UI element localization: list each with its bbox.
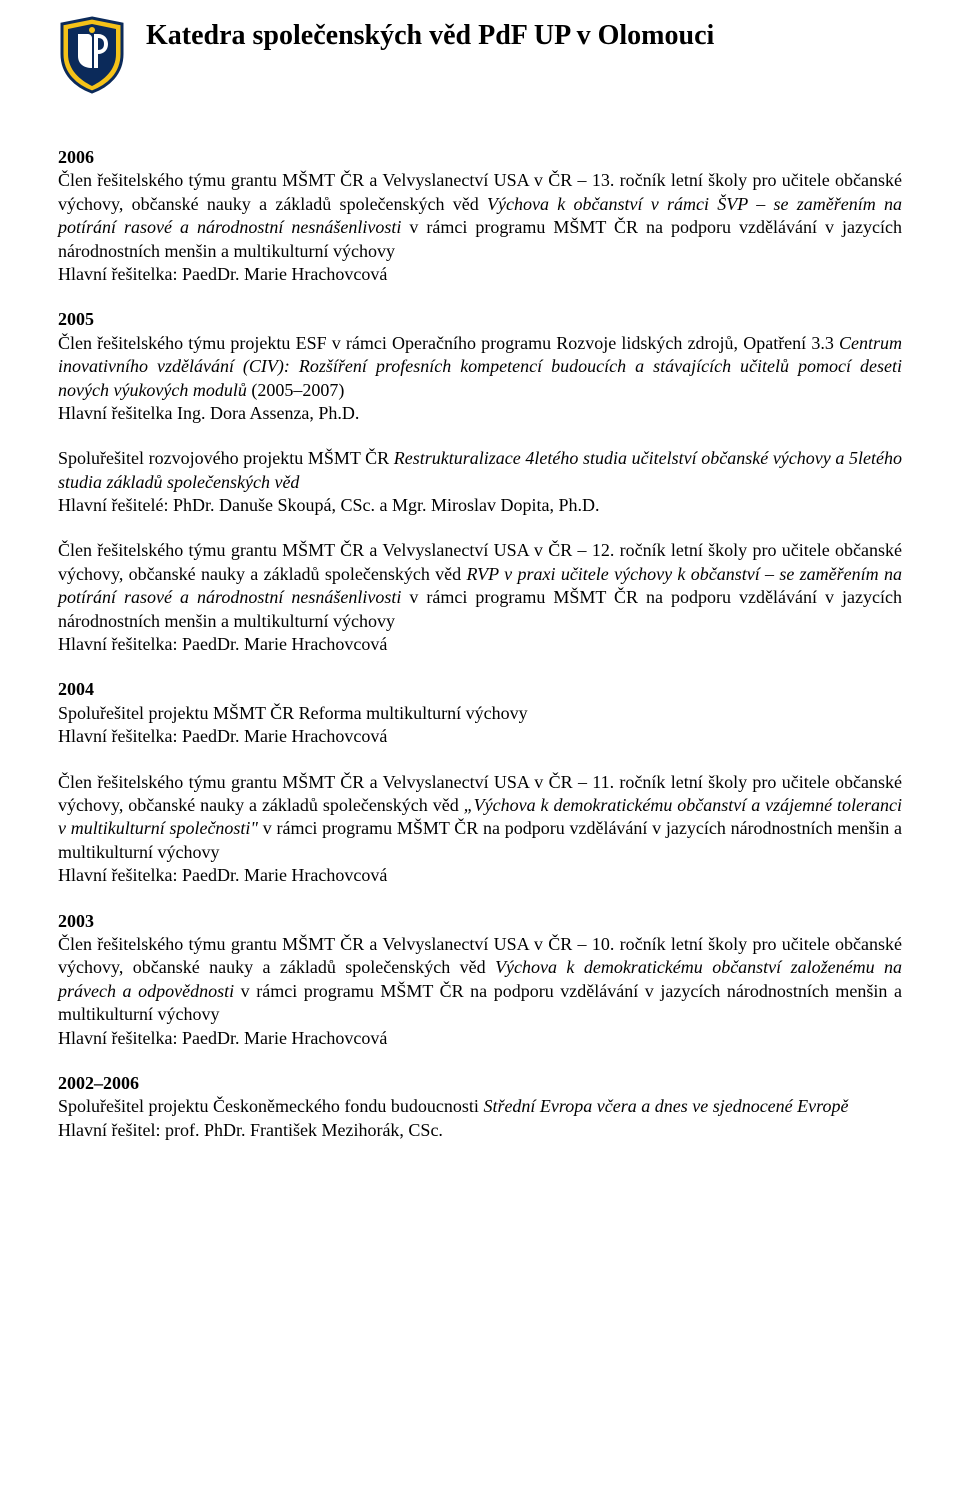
section: 2003Člen řešitelského týmu grantu MŠMT Č… [58, 910, 902, 1050]
text-run: Spoluřešitel rozvojového projektu MŠMT Č… [58, 448, 394, 468]
paragraph: Člen řešitelského týmu grantu MŠMT ČR a … [58, 169, 902, 263]
section: Člen řešitelského týmu grantu MŠMT ČR a … [58, 539, 902, 656]
section-year: 2004 [58, 678, 902, 701]
section: Spoluřešitel rozvojového projektu MŠMT Č… [58, 447, 902, 517]
text-run: Hlavní řešitelé: PhDr. Danuše Skoupá, CS… [58, 495, 599, 515]
text-run: Hlavní řešitelka Ing. Dora Assenza, Ph.D… [58, 403, 359, 423]
section: 2004Spoluřešitel projektu MŠMT ČR Reform… [58, 678, 902, 748]
document-body: 2006Člen řešitelského týmu grantu MŠMT Č… [58, 146, 902, 1142]
text-run: Hlavní řešitelka: PaedDr. Marie Hrachovc… [58, 1028, 387, 1048]
paragraph: Hlavní řešitel: prof. PhDr. František Me… [58, 1119, 902, 1142]
paragraph: Spoluřešitel projektu Českoněmeckého fon… [58, 1095, 902, 1118]
text-run: Hlavní řešitelka: PaedDr. Marie Hrachovc… [58, 865, 387, 885]
paragraph: Hlavní řešitelka: PaedDr. Marie Hrachovc… [58, 1027, 902, 1050]
section: 2005Člen řešitelského týmu projektu ESF … [58, 308, 902, 425]
section: 2006Člen řešitelského týmu grantu MŠMT Č… [58, 146, 902, 286]
text-run: (2005–2007) [247, 380, 345, 400]
text-run: Hlavní řešitelka: PaedDr. Marie Hrachovc… [58, 634, 387, 654]
section: 2002–2006Spoluřešitel projektu Českoněme… [58, 1072, 902, 1142]
section-year: 2002–2006 [58, 1072, 902, 1095]
paragraph: Člen řešitelského týmu grantu MŠMT ČR a … [58, 771, 902, 865]
text-run: Hlavní řešitelka: PaedDr. Marie Hrachovc… [58, 264, 387, 284]
paragraph: Člen řešitelského týmu grantu MŠMT ČR a … [58, 933, 902, 1027]
paragraph: Hlavní řešitelka Ing. Dora Assenza, Ph.D… [58, 402, 902, 425]
text-run: Spoluřešitel projektu MŠMT ČR Reforma mu… [58, 703, 528, 723]
paragraph: Spoluřešitel projektu MŠMT ČR Reforma mu… [58, 702, 902, 725]
text-run: Hlavní řešitel: prof. PhDr. František Me… [58, 1120, 443, 1140]
paragraph: Hlavní řešitelka: PaedDr. Marie Hrachovc… [58, 263, 902, 286]
paragraph: Hlavní řešitelé: PhDr. Danuše Skoupá, CS… [58, 494, 902, 517]
text-run: Střední Evropa včera a dnes ve sjednocen… [483, 1096, 848, 1116]
text-run: Člen řešitelského týmu projektu ESF v rá… [58, 333, 839, 353]
page-title: Katedra společenských věd PdF UP v Olomo… [146, 16, 714, 54]
text-run: Hlavní řešitelka: PaedDr. Marie Hrachovc… [58, 726, 387, 746]
paragraph: Člen řešitelského týmu grantu MŠMT ČR a … [58, 539, 902, 633]
paragraph: Spoluřešitel rozvojového projektu MŠMT Č… [58, 447, 902, 494]
section-year: 2006 [58, 146, 902, 169]
paragraph: Hlavní řešitelka: PaedDr. Marie Hrachovc… [58, 864, 902, 887]
paragraph: Hlavní řešitelka: PaedDr. Marie Hrachovc… [58, 633, 902, 656]
section-year: 2003 [58, 910, 902, 933]
section-year: 2005 [58, 308, 902, 331]
section: Člen řešitelského týmu grantu MŠMT ČR a … [58, 771, 902, 888]
university-logo-icon [58, 16, 126, 94]
paragraph: Člen řešitelského týmu projektu ESF v rá… [58, 332, 902, 402]
paragraph: Hlavní řešitelka: PaedDr. Marie Hrachovc… [58, 725, 902, 748]
text-run: Spoluřešitel projektu Českoněmeckého fon… [58, 1096, 483, 1116]
document-header: Katedra společenských věd PdF UP v Olomo… [58, 16, 902, 94]
